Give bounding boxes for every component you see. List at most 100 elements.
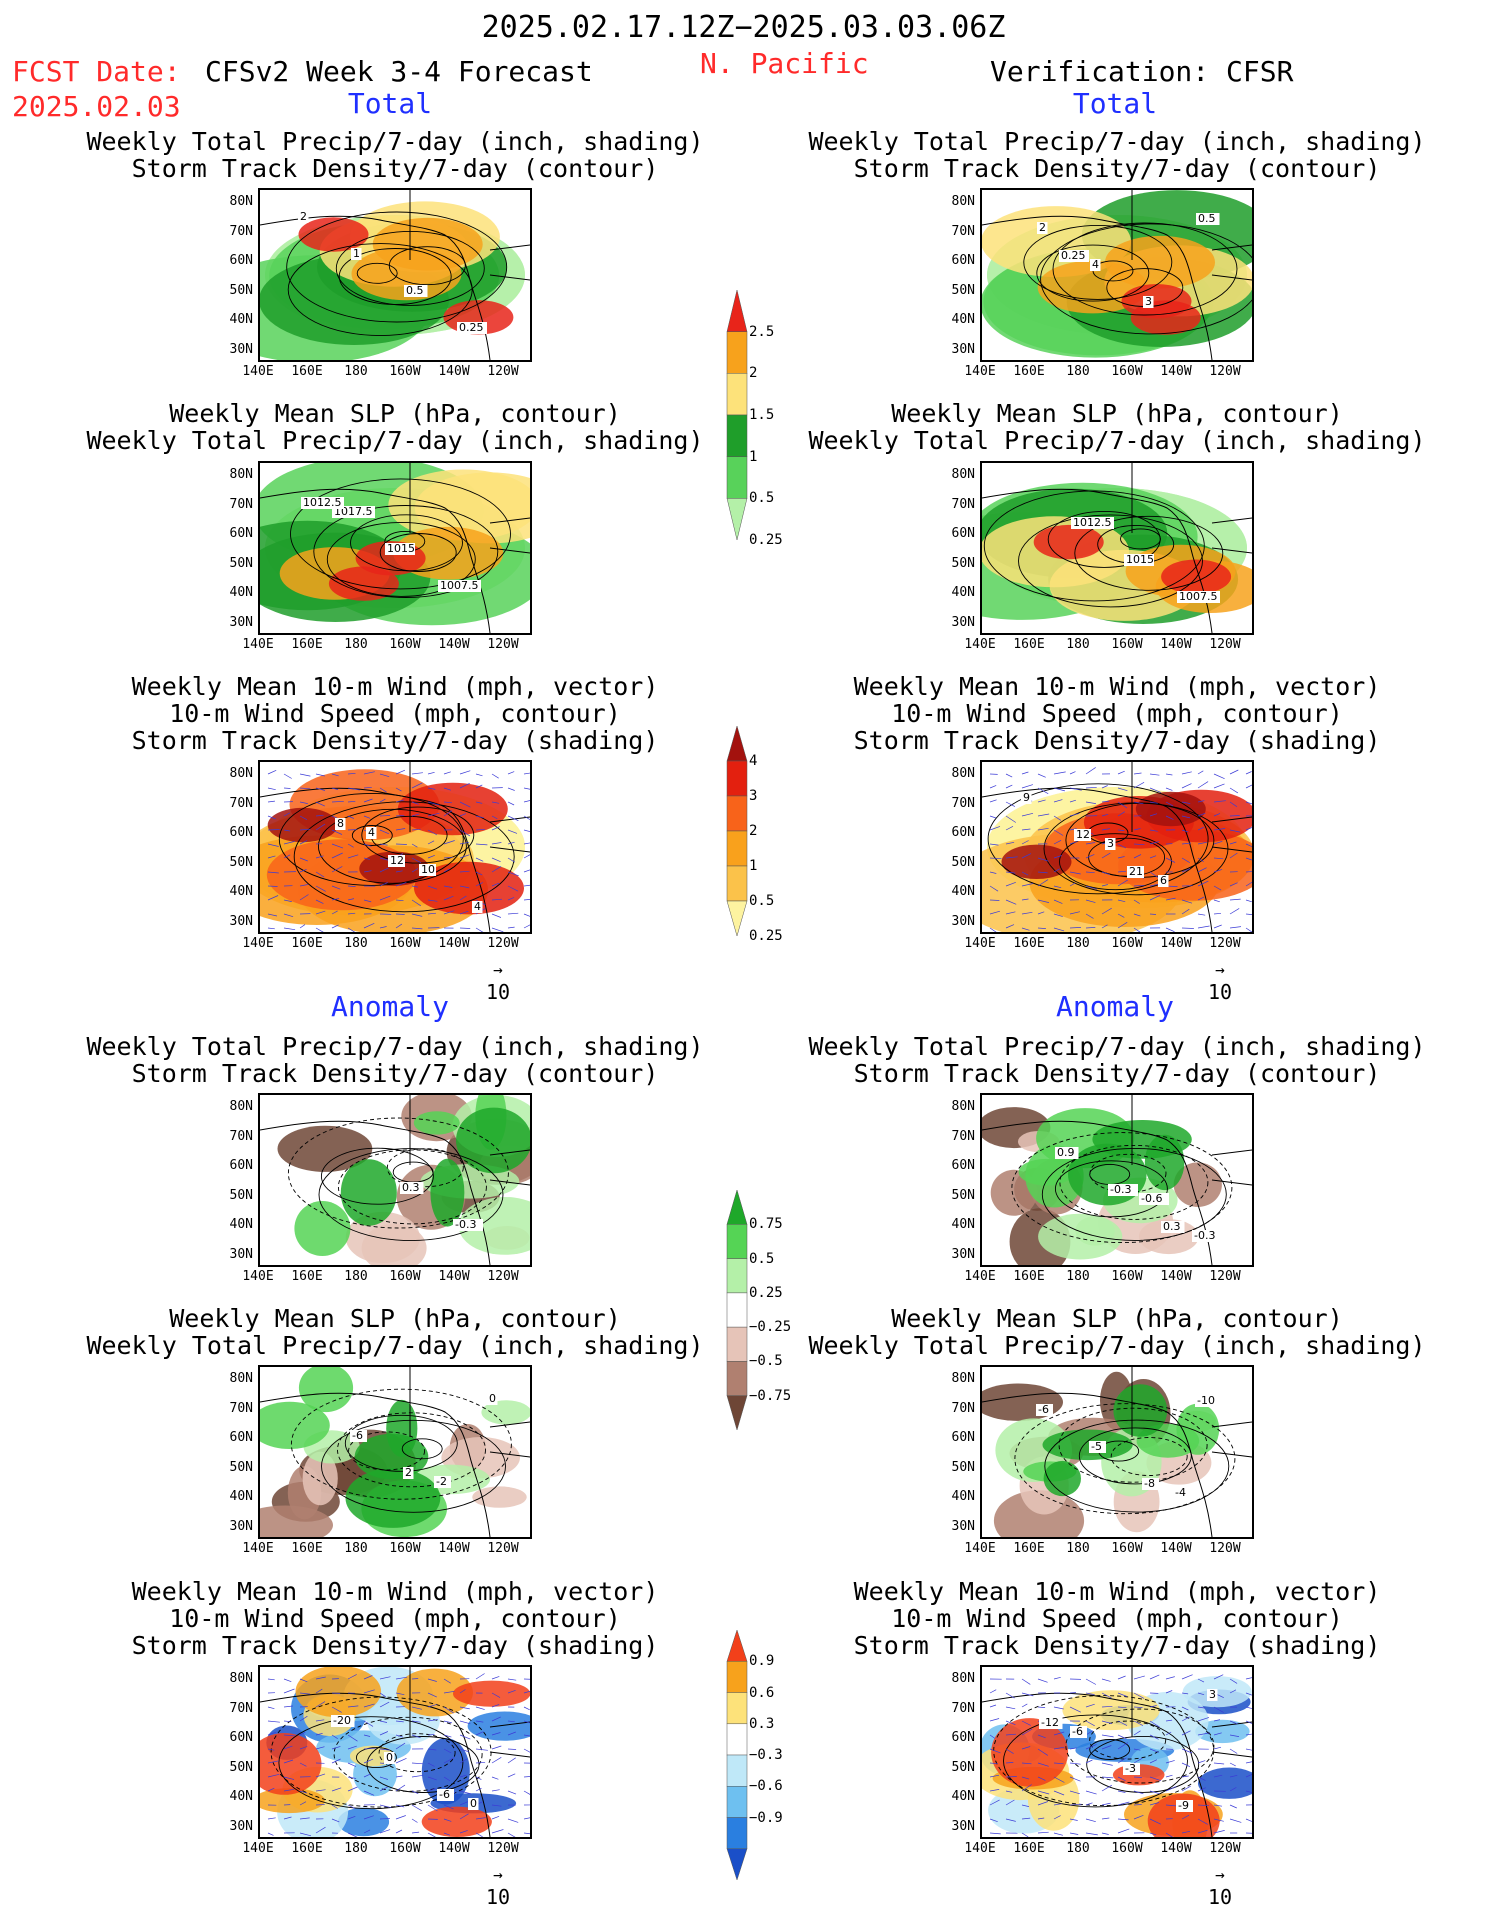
contour-label: 2 [1039, 221, 1046, 234]
wind-vector [347, 1786, 358, 1792]
wind-vector [1037, 787, 1049, 795]
wind-vector [1069, 911, 1080, 915]
lat-tick-label: 40N [951, 1489, 975, 1504]
colorbar-label: 0.5 [749, 490, 775, 507]
wind-vector [299, 1762, 307, 1767]
wind-vector [507, 885, 519, 892]
wind-vector [1149, 883, 1159, 887]
contour-label-bg [1037, 222, 1048, 234]
wind-vector [1229, 815, 1240, 817]
lat-tick-label: 60N [229, 253, 253, 268]
wind-vector [1165, 1774, 1173, 1778]
contour-label-bg [434, 1476, 451, 1488]
wind-vector [1101, 785, 1108, 789]
contour-line [388, 246, 466, 286]
contour-line [1018, 514, 1203, 608]
wind-vector [1197, 1692, 1205, 1696]
lat-tick-label: 50N [951, 1759, 975, 1775]
wind-vector [1229, 841, 1237, 845]
wind-vector [283, 812, 290, 817]
wind-vector [1181, 927, 1194, 929]
wind-vector [267, 1760, 279, 1764]
contour-line [378, 1733, 456, 1773]
wind-vector [283, 899, 292, 902]
wind-vector [507, 1818, 519, 1823]
lon-tick-label: 140E [242, 936, 274, 951]
wind-vector [1117, 1776, 1126, 1782]
shading-cell [1161, 559, 1232, 594]
wind-vector [459, 870, 470, 873]
colorbar-label: 0.25 [749, 928, 783, 944]
wind-vector [331, 1758, 341, 1764]
lat-tick-label: 70N [951, 496, 975, 512]
contour-label: 3 [1209, 1688, 1216, 1701]
contour-line [1086, 1735, 1200, 1793]
colorbar-swatch [726, 456, 748, 499]
wind-vector [379, 1829, 391, 1834]
wind-vector [411, 913, 423, 917]
wind-vector [1117, 843, 1127, 849]
contour-label-bg [1177, 591, 1220, 603]
wind-vector [1085, 913, 1094, 919]
wind-vector [1069, 1832, 1079, 1835]
wind-vector [1149, 855, 1157, 859]
lon-tick-label: 140E [242, 637, 274, 652]
colorbar-swatch [726, 865, 748, 902]
wind-vector [523, 899, 530, 901]
wind-vector [299, 868, 307, 873]
panel-title: Weekly Mean SLP (hPa, contour) Weekly To… [86, 399, 704, 455]
lon-tick-label: 160W [1111, 637, 1143, 652]
contour-label: -3 [1125, 1762, 1136, 1775]
wind-vector [1117, 879, 1128, 887]
shading-cell [1144, 1134, 1185, 1191]
wind-vector [507, 1757, 516, 1764]
wind-vector [491, 1716, 501, 1722]
wind-vector [1005, 911, 1016, 915]
wind-vector [1245, 871, 1252, 873]
lon-tick-label: 160W [389, 936, 421, 951]
panel-title: Weekly Total Precip/7-day (inch, shading… [86, 1032, 704, 1088]
contour-line [335, 230, 485, 306]
wind-vector [283, 1688, 295, 1694]
contour-line [1023, 224, 1173, 300]
wind-vector [1021, 828, 1031, 831]
contour-line [1043, 802, 1229, 896]
wind-vector [507, 815, 519, 822]
contour-line [386, 1148, 464, 1188]
contour-line [1110, 1437, 1188, 1476]
wind-vector [1085, 1720, 1095, 1727]
wind-vector [1069, 927, 1082, 929]
wind-vector [1149, 1832, 1157, 1836]
wind-vector [1213, 869, 1223, 873]
wind-vector [1021, 898, 1029, 901]
wind-vector [1229, 829, 1241, 833]
wind-vector [267, 815, 276, 820]
wind-vector [1053, 1803, 1062, 1806]
lon-tick-label: 140W [438, 936, 470, 951]
wind-vector [459, 854, 470, 859]
contour-line [321, 1419, 506, 1513]
wind-vector [1197, 1706, 1206, 1709]
lat-tick-label: 30N [229, 1818, 253, 1834]
lon-tick-label: 160W [1111, 1541, 1143, 1556]
contour-line [1044, 1419, 1230, 1513]
wind-vector [1229, 1720, 1238, 1725]
contour-label-bg [1161, 1221, 1185, 1233]
wind-vector [331, 843, 344, 849]
wind-vector [1053, 839, 1062, 845]
wind-vector [395, 843, 407, 845]
contour-label: -0.3 [455, 1218, 476, 1231]
contour-label: 1007.5 [1179, 590, 1218, 603]
shading-cell [421, 1806, 492, 1837]
wind-vector [1165, 815, 1174, 820]
wind-vector [1181, 1830, 1191, 1834]
wind-vector [379, 867, 389, 873]
wind-vector [299, 1817, 310, 1820]
wind-vector [1245, 857, 1252, 861]
lon-tick-label: 120W [1209, 936, 1241, 951]
wind-vector [1133, 1720, 1144, 1726]
wind-vector [1069, 1803, 1082, 1806]
contour-line [320, 1147, 434, 1205]
contour-line [356, 262, 398, 284]
contour-label: 0.5 [406, 284, 424, 297]
